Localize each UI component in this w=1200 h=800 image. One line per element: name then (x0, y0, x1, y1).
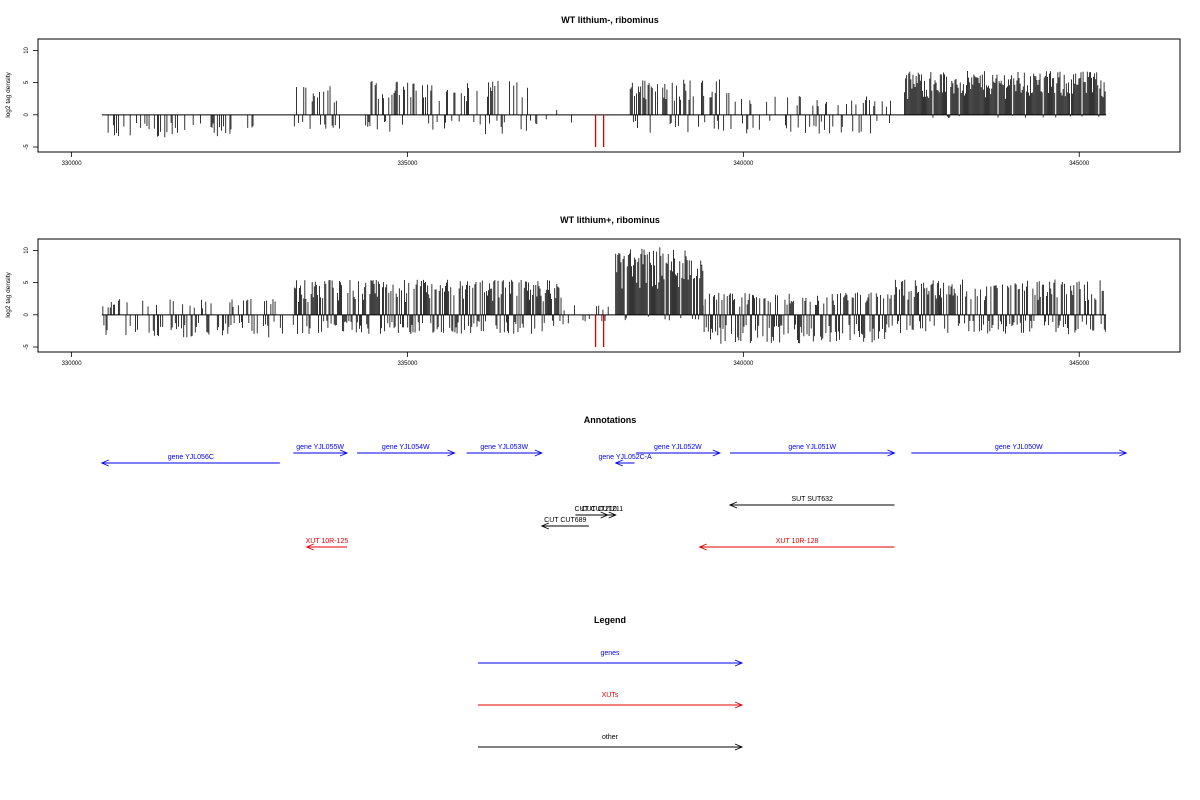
annotation-arrow (729, 449, 896, 457)
annotation-arrow (635, 449, 721, 457)
annotation-arrow (698, 543, 895, 551)
x-tick-label: 330000 (62, 161, 83, 167)
legend-label: other (602, 734, 619, 741)
annotation-label: CUT CUT689 (544, 517, 586, 524)
annotation-label: gene YJL055W (296, 444, 344, 451)
annotation-label: gene YJL054W (382, 444, 430, 451)
y-tick-label: 5 (24, 80, 30, 84)
y-tick-label: -5 (24, 344, 30, 350)
annotation-label: gene YJL051W (788, 444, 836, 451)
annotation-label: gene YJL053W (480, 444, 528, 451)
x-tick-label: 340000 (733, 361, 754, 367)
panel-2-bars (101, 247, 1107, 344)
legend-label: XUTs (602, 692, 619, 699)
annotation-label: SUT SUT632 (791, 496, 833, 503)
legend-arrow (478, 743, 744, 751)
panel-1-axes: 330000 335000 340000 345000 -5 0 5 10 (24, 46, 1090, 167)
annotation-label: XUT 10R-128 (776, 538, 819, 545)
annotation-arrow (614, 459, 635, 467)
legend-arrow (478, 659, 744, 667)
panel-2-plot-box (37, 238, 1181, 353)
panel-2-y-axis-label: log2 tag density (5, 271, 12, 317)
panel-1-y-axis-label: log2 tag density (5, 71, 12, 117)
annotation-arrow (466, 449, 543, 457)
annotation-arrow (540, 522, 589, 530)
annotation-arrow (911, 449, 1128, 457)
y-tick-label: 0 (24, 312, 30, 316)
legend-label: genes (600, 650, 620, 657)
annotation-features: gene YJL056C gene YJL055W gene YJL054W gene… (100, 444, 1128, 551)
legend-arrow (478, 701, 744, 709)
panel-2-axes: 330000 335000 340000 345000 -5 0 5 10 (24, 246, 1090, 367)
legend-title: Legend (594, 615, 626, 625)
x-tick-label: 335000 (397, 161, 418, 167)
legend-items: genes XUTs other (478, 650, 744, 751)
panel-1-title: WT lithium-, ribominus (561, 15, 659, 25)
panel-lithium-plus: WT lithium+, ribominus 330000 335000 34000… (5, 215, 1181, 367)
annotation-label: gene YJL052W (654, 444, 702, 451)
y-tick-label: 5 (24, 280, 30, 284)
annotation-label: CUT CUT211 (581, 506, 623, 513)
legend: Legend genes XUTs other (478, 615, 744, 751)
x-tick-label: 330000 (62, 361, 83, 367)
x-tick-label: 335000 (397, 361, 418, 367)
annotation-label: CUT CUT210 (574, 506, 616, 513)
y-tick-label: 10 (24, 46, 30, 53)
x-tick-label: 340000 (733, 161, 754, 167)
annotation-arrow (596, 511, 609, 519)
y-tick-label: 0 (24, 112, 30, 116)
panel-2-title: WT lithium+, ribominus (560, 215, 660, 225)
y-tick-label: 10 (24, 246, 30, 253)
panel-1-plot-box (37, 38, 1181, 153)
annotation-arrow (305, 543, 348, 551)
annotation-arrow (575, 511, 617, 519)
y-tick-label: -5 (24, 144, 30, 150)
panel-1-bars (101, 71, 1107, 138)
annotations-title: Annotations (584, 415, 637, 425)
panel-lithium-minus: WT lithium-, ribominus 330000 335000 34000… (5, 15, 1181, 167)
x-tick-label: 345000 (1069, 361, 1090, 367)
x-tick-label: 345000 (1069, 161, 1090, 167)
annotation-label: gene YJL052C-A (599, 454, 653, 461)
annotation-arrow (357, 449, 456, 457)
annotation-arrow (100, 459, 280, 467)
annotation-arrow (728, 501, 895, 509)
panel-1-highlight-lines (594, 114, 605, 147)
panel-2-highlight-lines (594, 314, 605, 347)
annotation-label: XUT 10R-125 (306, 538, 349, 545)
annotation-label: gene YJL050W (995, 444, 1043, 451)
annotation-arrow (293, 449, 349, 457)
annotation-label: gene YJL056C (168, 454, 214, 461)
